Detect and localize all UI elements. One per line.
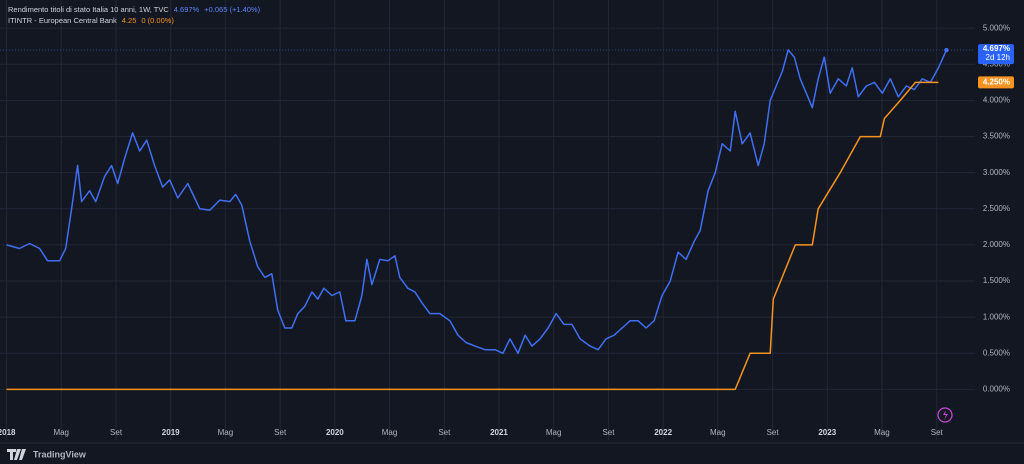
brand-name: TradingView bbox=[33, 449, 87, 459]
price-badge-label: 4.697% bbox=[983, 44, 1010, 53]
y-tick-label: 0.500% bbox=[983, 348, 1010, 357]
x-tick-label: Mag bbox=[710, 428, 726, 437]
legend-last: 4.25 bbox=[122, 16, 137, 25]
footer bbox=[0, 443, 1024, 464]
x-tick-label: 2020 bbox=[326, 428, 344, 437]
y-tick-label: 2.500% bbox=[983, 204, 1010, 213]
legend-last: 4.697% bbox=[174, 5, 200, 14]
y-tick-label: 3.000% bbox=[983, 168, 1010, 177]
x-tick-label: Mag bbox=[874, 428, 890, 437]
axes: 0.000% 0.500% 1.000% 1.500% 2.000% 2.500% 3.00… bbox=[0, 23, 1014, 437]
y-tick-label: 3.500% bbox=[983, 132, 1010, 141]
grid bbox=[0, 0, 975, 440]
brand-logo bbox=[7, 449, 26, 460]
legend-name: ITINTR - European Central Bank bbox=[8, 16, 117, 25]
series-line bbox=[6, 49, 948, 355]
y-tick-label: 1.500% bbox=[983, 276, 1010, 285]
alert-bolt bbox=[943, 410, 948, 420]
legend-change: 0 (0.00%) bbox=[141, 16, 174, 25]
price-badge bbox=[978, 76, 1014, 89]
y-tick-label: 0.000% bbox=[983, 385, 1010, 394]
series-line bbox=[6, 81, 939, 391]
x-tick-label: Mag bbox=[546, 428, 562, 437]
x-tick-label: 2018 bbox=[0, 428, 16, 437]
x-tick-label: Set bbox=[438, 428, 451, 437]
x-tick-label: Mag bbox=[53, 428, 69, 437]
price-badge-label: 4.250% bbox=[983, 77, 1010, 86]
y-tick-label: 1.000% bbox=[983, 312, 1010, 321]
plot bbox=[0, 47, 975, 391]
legend-change: +0.065 (+1.40%) bbox=[204, 5, 260, 14]
y-tick-label: 5.000% bbox=[983, 23, 1010, 32]
x-tick-label: 2023 bbox=[818, 428, 836, 437]
price-badge bbox=[978, 44, 1014, 65]
legend-name: Rendimento titoli di stato Italia 10 ann… bbox=[8, 5, 169, 14]
last-point bbox=[944, 47, 949, 53]
x-tick-label: Set bbox=[931, 428, 944, 437]
x-tick-label: Set bbox=[767, 428, 780, 437]
y-tick-label: 4.000% bbox=[983, 96, 1010, 105]
x-tick-label: Mag bbox=[218, 428, 234, 437]
x-tick-label: 2022 bbox=[654, 428, 672, 437]
y-tick-label: 2.000% bbox=[983, 240, 1010, 249]
x-tick-label: Set bbox=[110, 428, 123, 437]
alert-icon[interactable] bbox=[937, 407, 953, 423]
x-tick-label: Set bbox=[274, 428, 287, 437]
legend-row: Rendimento titoli di stato Italia 10 ann… bbox=[8, 5, 261, 14]
x-tick-label: 2021 bbox=[490, 428, 508, 437]
x-tick-label: Set bbox=[602, 428, 615, 437]
x-tick-label: Mag bbox=[382, 428, 398, 437]
countdown: 2d 12h bbox=[986, 53, 1010, 62]
legend-row: ITINTR - European Central Bank 4.25 0 (0.0… bbox=[8, 16, 174, 25]
x-tick-label: 2019 bbox=[162, 428, 180, 437]
